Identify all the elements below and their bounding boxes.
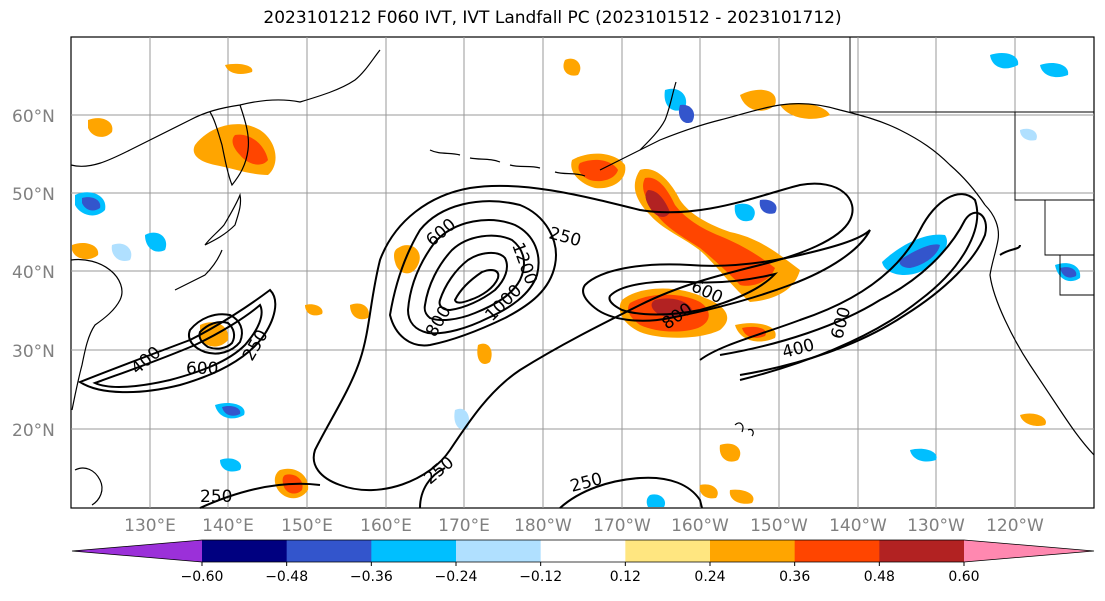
lat-label: 40°N <box>12 263 55 283</box>
colorbar-tick-label: 0.60 <box>948 569 979 585</box>
lon-label: 170°E <box>438 516 490 536</box>
pc-shading <box>72 53 1081 507</box>
colorbar-tick-label: −0.48 <box>265 569 308 585</box>
colorbar-segment <box>794 540 880 562</box>
colorbar-tick-label: −0.36 <box>350 569 393 585</box>
contour-label: 250 <box>200 487 232 507</box>
colorbar-segment <box>286 540 372 562</box>
lon-label: 170°W <box>593 516 651 536</box>
latitude-labels: 20°N 30°N 40°N 50°N 60°N <box>12 107 55 441</box>
lon-label: 150°E <box>281 516 333 536</box>
colorbar-segment <box>540 540 626 562</box>
colorbar-tick-label: −0.60 <box>181 569 224 585</box>
longitude-labels: 130°E 140°E 150°E 160°E 170°E 180°W 170°… <box>124 516 1044 536</box>
borders <box>849 37 1094 296</box>
colorbar-segment <box>625 540 711 562</box>
lon-label: 120°W <box>986 516 1044 536</box>
ivt-contours <box>77 182 1021 509</box>
lon-label: 130°E <box>124 516 176 536</box>
colorbar-ticks: −0.60 −0.48 −0.36 −0.24 −0.12 0.12 0.24 0.36 0.4… <box>181 562 980 585</box>
colorbar-tick-label: 0.36 <box>779 569 810 585</box>
lat-label: 60°N <box>12 107 55 127</box>
lat-label: 50°N <box>12 185 55 205</box>
colorbar-segment <box>710 540 796 562</box>
coastlines <box>70 49 1095 506</box>
colorbar-tick-label: −0.12 <box>519 569 562 585</box>
lon-label: 150°W <box>750 516 808 536</box>
lat-label: 30°N <box>12 342 55 362</box>
colorbar-tick-label: −0.24 <box>435 569 478 585</box>
lon-label: 180°W <box>514 516 572 536</box>
lon-label: 160°W <box>671 516 729 536</box>
colorbar-segment <box>879 540 965 562</box>
contour-label: 600 <box>186 359 218 379</box>
figure-title: 2023101212 F060 IVT, IVT Landfall PC (20… <box>263 8 842 28</box>
lon-label: 140°E <box>202 516 254 536</box>
colorbar-segment <box>202 540 288 562</box>
colorbar <box>71 539 1095 563</box>
colorbar-tick-label: 0.12 <box>610 569 641 585</box>
graticule <box>71 37 1094 508</box>
lat-label: 20°N <box>12 421 55 441</box>
colorbar-tick-label: 0.48 <box>864 569 895 585</box>
colorbar-segment <box>371 540 457 562</box>
colorbar-segment <box>456 540 542 562</box>
lon-label: 130°W <box>907 516 965 536</box>
lon-label: 140°W <box>829 516 887 536</box>
colorbar-extend-min <box>72 540 202 562</box>
lon-label: 160°E <box>360 516 412 536</box>
colorbar-tick-label: 0.24 <box>694 569 725 585</box>
colorbar-extend-max <box>964 540 1094 562</box>
